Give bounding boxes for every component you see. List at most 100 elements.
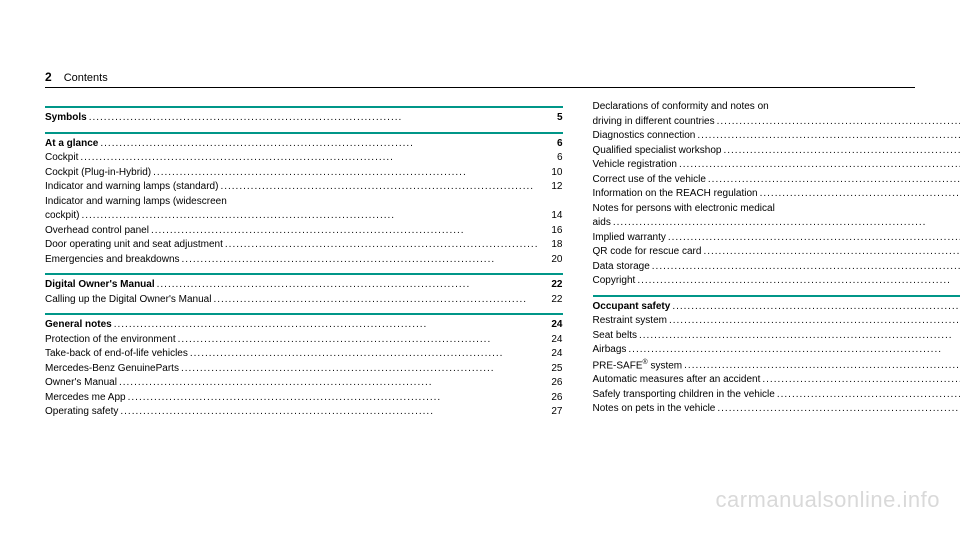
toc-row: driving in different countries..........… bbox=[593, 115, 960, 130]
toc-row: Cockpit (Plug-in-Hybrid)................… bbox=[45, 166, 563, 181]
toc-row: Calling up the Digital Owner's Manual...… bbox=[45, 293, 563, 308]
toc-dots: ........................................… bbox=[715, 115, 960, 130]
toc-dots: ........................................… bbox=[682, 359, 960, 374]
toc-dots: ........................................… bbox=[78, 151, 540, 166]
toc-page: 14 bbox=[541, 209, 563, 224]
toc-page: 18 bbox=[541, 238, 563, 253]
toc-label: Implied warranty bbox=[593, 231, 666, 246]
toc-dots: ........................................… bbox=[223, 238, 541, 253]
toc-label: Safely transporting children in the vehi… bbox=[593, 388, 775, 403]
toc-label: Automatic measures after an accident bbox=[593, 373, 761, 388]
toc-row: Occupant safety.........................… bbox=[593, 300, 960, 315]
toc-label: Indicator and warning lamps (standard) bbox=[45, 180, 218, 195]
toc-label: Overhead control panel bbox=[45, 224, 149, 239]
toc-page: 6 bbox=[541, 137, 563, 152]
toc-label: Occupant safety bbox=[593, 300, 671, 315]
toc-dots: ........................................… bbox=[760, 373, 960, 388]
toc-row: Notes on pets in the vehicle............… bbox=[593, 402, 960, 417]
toc-label: Seat belts bbox=[593, 329, 637, 344]
toc-label: Indicator and warning lamps (widescreen bbox=[45, 195, 227, 210]
toc-page: 16 bbox=[541, 224, 563, 239]
toc-row: Owner's Manual..........................… bbox=[45, 376, 563, 391]
toc-dots: ........................................… bbox=[626, 343, 960, 358]
toc-row: Correct use of the vehicle..............… bbox=[593, 173, 960, 188]
toc-label: Qualified specialist workshop bbox=[593, 144, 722, 159]
toc-label: Vehicle registration bbox=[593, 158, 678, 173]
toc-dots: ........................................… bbox=[775, 388, 960, 403]
toc-dots: ........................................… bbox=[87, 111, 541, 126]
toc-label: Information on the REACH regulation bbox=[593, 187, 758, 202]
toc-label: Declarations of conformity and notes on bbox=[593, 100, 769, 115]
toc-row: QR code for rescue card.................… bbox=[593, 245, 960, 260]
section-divider bbox=[593, 295, 960, 297]
section-divider bbox=[45, 106, 563, 108]
toc-row: Notes for persons with electronic medica… bbox=[593, 202, 960, 217]
toc-label: QR code for rescue card bbox=[593, 245, 702, 260]
toc-page: 24 bbox=[541, 333, 563, 348]
toc-row: Seat belts..............................… bbox=[593, 329, 960, 344]
toc-dots: ........................................… bbox=[180, 253, 541, 268]
toc-row: General notes...........................… bbox=[45, 318, 563, 333]
toc-dots: ........................................… bbox=[117, 376, 541, 391]
toc-row: Data storage............................… bbox=[593, 260, 960, 275]
toc-dots: ........................................… bbox=[155, 278, 541, 293]
toc-label: Restraint system bbox=[593, 314, 667, 329]
toc-dots: ........................................… bbox=[611, 216, 960, 231]
toc-dots: ........................................… bbox=[176, 333, 541, 348]
toc-row: Qualified specialist workshop...........… bbox=[593, 144, 960, 159]
toc-dots: ........................................… bbox=[79, 209, 540, 224]
section-divider bbox=[45, 273, 563, 275]
toc-dots: ........................................… bbox=[637, 329, 960, 344]
toc-row: Airbags.................................… bbox=[593, 343, 960, 358]
toc-page: 22 bbox=[541, 278, 563, 293]
toc-dots: ........................................… bbox=[188, 347, 541, 362]
toc-row: Digital Owner's Manual..................… bbox=[45, 278, 563, 293]
toc-page: 6 bbox=[541, 151, 563, 166]
toc-row: Emergencies and breakdowns..............… bbox=[45, 253, 563, 268]
toc-label: Cockpit (Plug-in-Hybrid) bbox=[45, 166, 151, 181]
toc-label: Airbags bbox=[593, 343, 627, 358]
toc-dots: ........................................… bbox=[701, 245, 960, 260]
toc-row: PRE-SAFE® system........................… bbox=[593, 358, 960, 374]
toc-row: Indicator and warning lamps (standard)..… bbox=[45, 180, 563, 195]
toc-label: Protection of the environment bbox=[45, 333, 176, 348]
toc-dots: ........................................… bbox=[151, 166, 540, 181]
page-title: Contents bbox=[64, 72, 108, 84]
toc-row: Operating safety........................… bbox=[45, 405, 563, 420]
toc-page: 12 bbox=[541, 180, 563, 195]
toc-page: 22 bbox=[541, 293, 563, 308]
toc-row: Automatic measures after an accident....… bbox=[593, 373, 960, 388]
toc-dots: ........................................… bbox=[211, 293, 540, 308]
toc-label: Notes for persons with electronic medica… bbox=[593, 202, 775, 217]
toc-dots: ........................................… bbox=[179, 362, 541, 377]
toc-label: Emergencies and breakdowns bbox=[45, 253, 180, 268]
toc-label: driving in different countries bbox=[593, 115, 715, 130]
toc-row: Diagnostics connection..................… bbox=[593, 129, 960, 144]
toc-dots: ........................................… bbox=[218, 180, 540, 195]
toc-row: Overhead control panel..................… bbox=[45, 224, 563, 239]
toc-label: Cockpit bbox=[45, 151, 78, 166]
section-divider bbox=[45, 132, 563, 134]
toc-label: Calling up the Digital Owner's Manual bbox=[45, 293, 211, 308]
toc-dots: ........................................… bbox=[650, 260, 960, 275]
toc-dots: ........................................… bbox=[112, 318, 541, 333]
toc-page: 24 bbox=[541, 347, 563, 362]
toc-label: Mercedes me App bbox=[45, 391, 126, 406]
toc-label: cockpit) bbox=[45, 209, 79, 224]
section-divider bbox=[45, 313, 563, 315]
toc-page: 27 bbox=[541, 405, 563, 420]
toc-label: Symbols bbox=[45, 111, 87, 126]
toc-dots: ........................................… bbox=[126, 391, 541, 406]
toc-label: Owner's Manual bbox=[45, 376, 117, 391]
toc-column: Declarations of conformity and notes ond… bbox=[593, 100, 960, 438]
toc-row: Take-back of end-of-life vehicles.......… bbox=[45, 347, 563, 362]
toc-dots: ........................................… bbox=[666, 231, 960, 246]
toc-row: Restraint system........................… bbox=[593, 314, 960, 329]
toc-row: Information on the REACH regulation.....… bbox=[593, 187, 960, 202]
toc-label: PRE-SAFE® system bbox=[593, 358, 683, 374]
toc-label: At a glance bbox=[45, 137, 98, 152]
toc-label: General notes bbox=[45, 318, 112, 333]
toc-row: Cockpit.................................… bbox=[45, 151, 563, 166]
toc-row: Indicator and warning lamps (widescreen bbox=[45, 195, 563, 210]
toc-row: At a glance.............................… bbox=[45, 137, 563, 152]
